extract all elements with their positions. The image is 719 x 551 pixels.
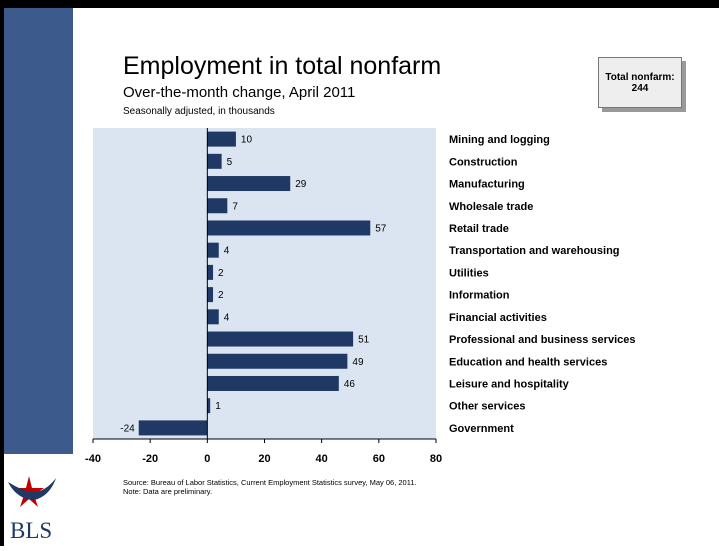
bar [207,264,214,280]
category-label: Financial activities [449,312,547,324]
x-tick-label: 0 [204,453,210,465]
bar [207,131,236,147]
bar [207,309,219,325]
data-label: 46 [344,379,356,390]
x-tick-label: 80 [430,453,442,465]
data-label: 49 [352,357,364,368]
bar [207,398,211,414]
logo-text: BLS [10,518,52,543]
x-tick-label: 60 [373,453,385,465]
category-label: Manufacturing [449,179,525,191]
bar [207,176,291,192]
category-label: Transportation and warehousing [449,245,620,257]
data-label: 7 [232,201,238,212]
category-label: Education and health services [449,356,607,368]
total-nonfarm-label: Total nonfarm: [605,72,675,83]
bar [207,375,339,391]
category-label: Information [449,290,510,302]
source-line: Source: Bureau of Labor Statistics, Curr… [123,478,417,487]
category-label: Wholesale trade [449,201,533,213]
data-label: 10 [241,135,253,146]
sidebar-band [0,8,73,454]
bar [207,242,219,258]
bar [207,331,354,347]
category-label: Mining and logging [449,134,550,146]
data-label: -24 [120,423,135,434]
chart-subtitle: Over-the-month change, April 2011 [123,84,356,101]
plot-area [93,128,436,439]
left-border [0,8,4,546]
bar [207,287,214,303]
unit-note: Seasonally adjusted, in thousands [123,106,275,117]
source-note: Source: Bureau of Labor Statistics, Curr… [123,478,417,496]
data-label: 1 [215,401,221,412]
top-border [0,0,719,8]
x-tick-label: 40 [316,453,328,465]
note-line: Note: Data are preliminary. [123,487,213,496]
data-label: 57 [375,223,387,234]
data-label: 29 [295,179,307,190]
bls-logo: BLS [4,468,74,546]
star-eagle-icon: BLS [8,476,56,543]
bar [207,198,228,214]
category-label: Utilities [449,267,489,279]
data-label: 51 [358,335,370,346]
data-label: 4 [224,312,230,323]
data-label: 4 [224,246,230,257]
x-tick-label: -40 [85,453,101,465]
total-nonfarm-value: 244 [631,83,649,94]
bar [138,420,208,436]
x-tick-label: 20 [258,453,270,465]
total-nonfarm-box: Total nonfarm: 244 [598,57,682,108]
data-label: 5 [227,157,233,168]
x-tick-label: -20 [142,453,158,465]
bar [207,153,222,169]
category-label: Leisure and hospitality [449,378,570,390]
chart-title: Employment in total nonfarm [123,52,442,80]
bar [207,353,348,369]
category-label: Other services [449,401,525,413]
category-label: Retail trade [449,223,509,235]
bar [207,220,371,236]
category-label: Construction [449,156,518,168]
category-label: Professional and business services [449,334,635,346]
data-label: 2 [218,290,224,301]
data-label: 2 [218,268,224,279]
category-label: Government [449,423,514,435]
